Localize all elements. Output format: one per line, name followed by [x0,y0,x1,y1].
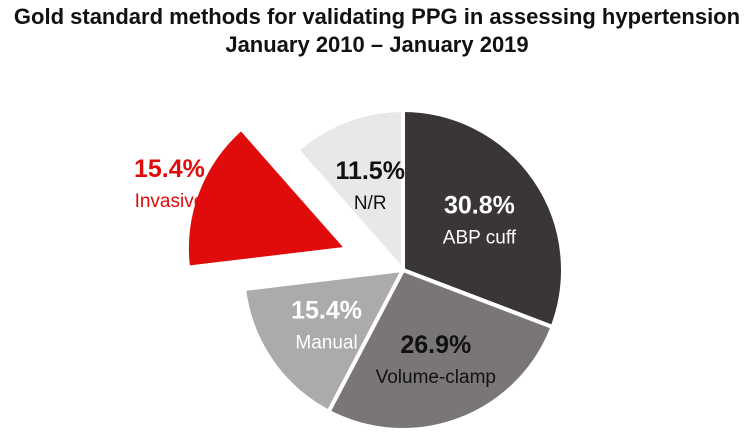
data-label-category: ABP cuff [443,227,517,248]
data-label-category: Invasive [135,191,205,212]
data-label-category: Manual [295,333,357,354]
data-label-value: 15.4% [291,297,362,325]
data-label-category: Volume-clamp [376,367,496,388]
chart-title: Gold standard methods for validating PPG… [13,4,741,29]
pie-slice-invasive [184,126,349,270]
data-label-category: N/R [354,193,387,214]
data-label-value: 30.8% [444,191,515,219]
data-label-value: 26.9% [400,331,471,359]
data-label-value: 15.4% [134,155,205,183]
pie-slice-manual [242,268,405,414]
pie-slice-abp-cuff [401,108,565,330]
data-label-value: 11.5% [335,157,405,185]
pie-slice-n-r [295,108,405,272]
chart-subtitle: January 2010 – January 2019 [225,32,529,57]
pie-slice-volume-clamp [326,268,555,432]
